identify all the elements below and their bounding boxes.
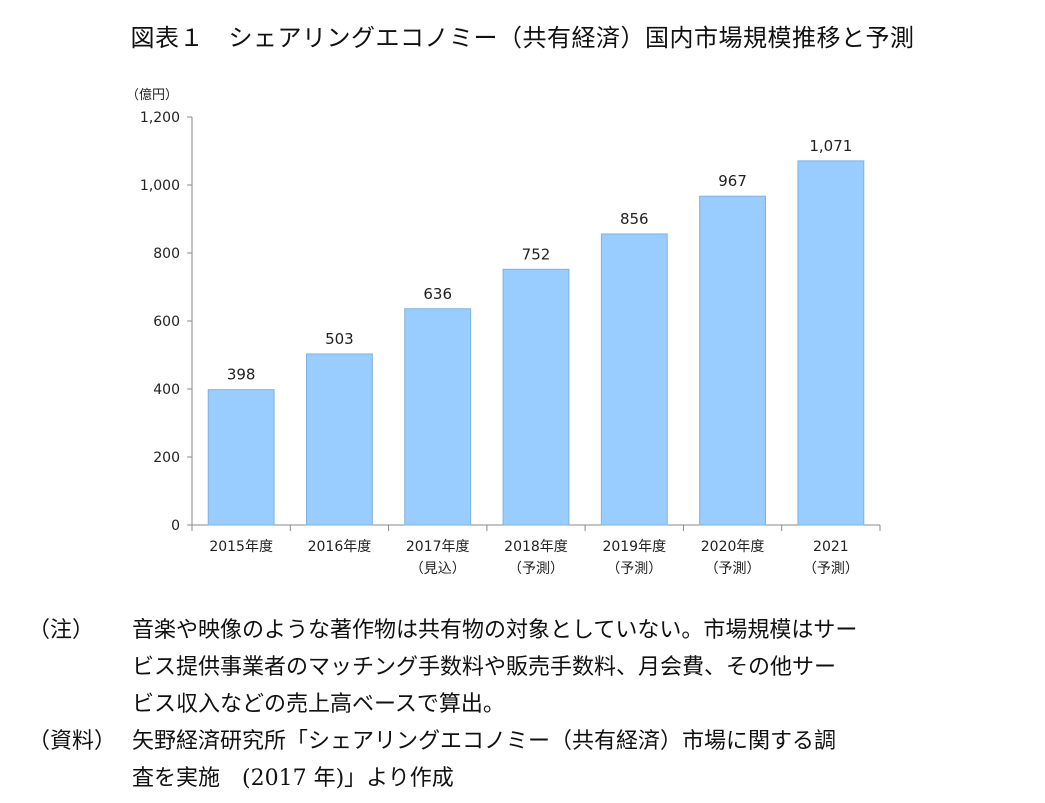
- y-tick-label: 0: [171, 518, 180, 534]
- y-tick-label: 400: [153, 382, 180, 398]
- y-tick-label: 200: [153, 450, 180, 466]
- bar: [207, 389, 275, 526]
- note-row-chu: （注） 音楽や映像のような著作物は共有物の対象としていない。市場規模はサー ビス…: [28, 612, 1028, 723]
- data-label: 856: [620, 210, 649, 228]
- x-tick-label: 2021: [813, 539, 849, 555]
- note-line: ビス収入などの売上高ベースで算出。: [132, 692, 505, 717]
- x-tick-label: 2019年度: [602, 539, 666, 555]
- x-tick-label: （予測）: [705, 561, 761, 577]
- x-tick-label: （予測）: [606, 561, 662, 577]
- data-label: 503: [325, 330, 354, 348]
- bar: [502, 268, 570, 526]
- x-tick-label: 2015年度: [209, 539, 273, 555]
- x-tick-label: 2017年度: [406, 539, 470, 555]
- bar: [797, 160, 865, 526]
- data-label: 636: [423, 285, 452, 303]
- note-tag: （注）: [28, 618, 95, 643]
- y-tick-label: 800: [153, 246, 180, 262]
- bar: [306, 353, 373, 526]
- data-label: 967: [718, 172, 747, 190]
- y-unit-label: （億円）: [126, 87, 178, 103]
- note-line: 音楽や映像のような著作物は共有物の対象としていない。市場規模はサー: [132, 618, 858, 643]
- source-body: 矢野経済研究所「シェアリングエコノミー（共有経済）市場に関する調 査を実施 (2…: [132, 723, 1028, 797]
- bar-chart: （億円） 0 200 400 600 800 1,000 1,200 398 2015年度 503 2…: [126, 87, 881, 577]
- x-tick-label: 2020年度: [701, 539, 765, 555]
- note-row-source: （資料） 矢野経済研究所「シェアリングエコノミー（共有経済）市場に関する調 査を…: [28, 723, 1028, 797]
- y-tick-label: 1,000: [140, 178, 180, 194]
- x-tick-label: 2018年度: [504, 539, 568, 555]
- source-line: 矢野経済研究所「シェアリングエコノミー（共有経済）市場に関する調: [132, 729, 837, 754]
- x-tick-label: （見込）: [410, 561, 466, 577]
- bar: [600, 233, 668, 526]
- data-label: 752: [522, 245, 551, 263]
- x-tick-label: 2016年度: [308, 539, 372, 555]
- bar: [404, 308, 472, 526]
- source-line: 査を実施 (2017 年)」より作成: [132, 766, 454, 791]
- source-tag: （資料）: [28, 729, 117, 754]
- x-tick-label: （予測）: [803, 561, 859, 577]
- y-tick-label: 600: [153, 314, 180, 330]
- note-line: ビス提供事業者のマッチング手数料や販売手数料、月会費、その他サー: [132, 655, 837, 680]
- chart-title: 図表１ シェアリングエコノミー（共有経済）国内市場規模推移と予測: [130, 24, 915, 52]
- x-tick-label: （予測）: [508, 561, 564, 577]
- y-tick-label: 1,200: [140, 110, 180, 126]
- data-label: 398: [227, 366, 256, 384]
- bar: [699, 195, 766, 526]
- data-label: 1,071: [809, 137, 852, 155]
- note-body: 音楽や映像のような著作物は共有物の対象としていない。市場規模はサー ビス提供事業…: [132, 612, 1028, 723]
- notes-section: （注） 音楽や映像のような著作物は共有物の対象としていない。市場規模はサー ビス…: [28, 612, 1028, 797]
